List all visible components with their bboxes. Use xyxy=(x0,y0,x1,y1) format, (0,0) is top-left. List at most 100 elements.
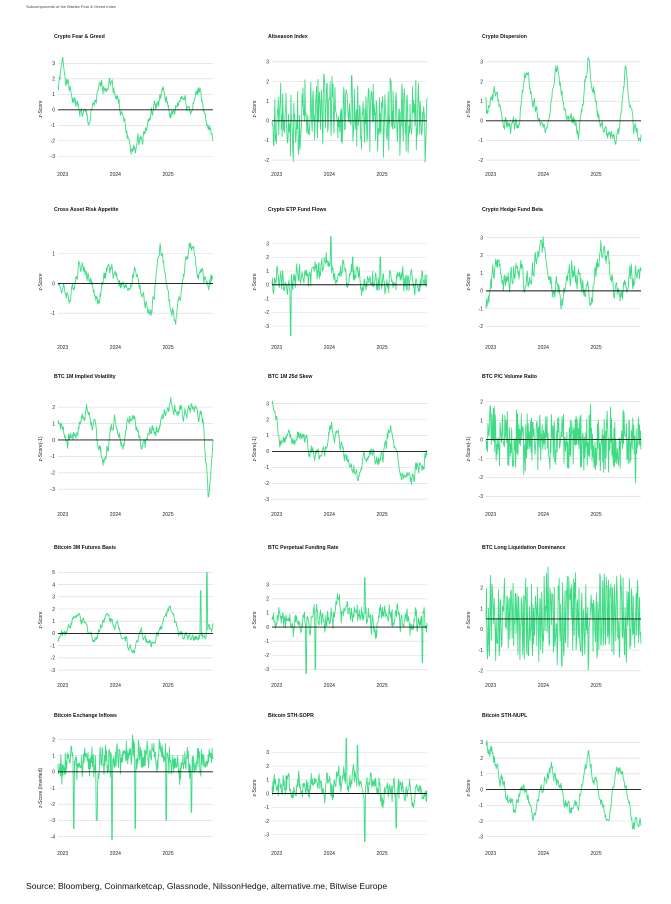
chart-btc-perpetual-funding-rate: BTC Perpetual Funding Rate -3 -2 -1 0 1 2 3 z-Sc… xyxy=(252,545,428,689)
y-axis-label: z-Score xyxy=(38,273,44,290)
y-tick-label: 3 xyxy=(266,750,269,756)
y-tick-label: -3 xyxy=(51,818,56,824)
chart-crypto-hedge-fund-beta: Crypto Hedge Fund Beta -2 -1 0 1 2 3 z-Score 202… xyxy=(466,207,642,351)
y-tick-label: 1 xyxy=(52,753,55,759)
series-line xyxy=(57,571,214,654)
x-tick-label: 2023 xyxy=(485,683,496,689)
y-tick-label: 2 xyxy=(266,597,269,603)
y-tick-label: -1 xyxy=(265,639,270,645)
y-tick-label: 1 xyxy=(480,271,483,277)
y-tick-label: 0 xyxy=(52,438,55,444)
y-axis-label: z-Score xyxy=(252,273,258,290)
series-line xyxy=(485,236,642,310)
chart-crypto-fear-greed: Crypto Fear & Greed -3 -2 -1 0 1 2 3 z-Score 2023… xyxy=(38,34,214,178)
y-tick-label: -1 xyxy=(265,465,270,471)
y-tick-label: 1 xyxy=(266,778,269,784)
chart-crypto-etp-fund-flows: Crypto ETP Fund Flows -3 -2 -1 0 1 2 3 z-Score 20… xyxy=(252,207,428,351)
y-tick-label: -1 xyxy=(265,296,270,302)
y-tick-label: 1 xyxy=(480,99,483,105)
chart-title: Bitcoin STH-NUPL xyxy=(482,713,528,719)
y-tick-label: 0 xyxy=(480,787,483,793)
x-tick-label: 2023 xyxy=(271,512,282,518)
y-tick-label: -2 xyxy=(51,471,56,477)
y-tick-label: 1 xyxy=(52,421,55,427)
x-tick-label: 2025 xyxy=(591,345,602,351)
y-tick-label: 3 xyxy=(266,241,269,247)
y-axis-label: z-Score(-1) xyxy=(252,436,258,461)
x-tick-label: 2025 xyxy=(377,512,388,518)
x-tick-label: 2024 xyxy=(538,512,549,518)
x-tick-label: 2025 xyxy=(591,512,602,518)
x-tick-label: 2024 xyxy=(324,851,335,857)
y-tick-label: -3 xyxy=(479,835,484,841)
y-tick-label: -2 xyxy=(51,139,56,145)
series-line xyxy=(485,740,642,830)
y-tick-label: -3 xyxy=(265,833,270,839)
x-tick-label: 2023 xyxy=(271,172,282,178)
x-tick-label: 2025 xyxy=(163,172,174,178)
chart-title: Bitcoin 3M Futures Basis xyxy=(54,545,116,551)
x-tick-label: 2025 xyxy=(591,172,602,178)
y-tick-label: -2 xyxy=(479,475,484,481)
x-tick-label: 2024 xyxy=(110,345,121,351)
x-tick-label: 2024 xyxy=(110,683,121,689)
y-tick-label: 1 xyxy=(480,606,483,612)
series-line xyxy=(57,734,214,841)
y-tick-label: 0 xyxy=(52,631,55,637)
x-tick-label: 2023 xyxy=(485,512,496,518)
y-tick-label: -2 xyxy=(479,324,484,330)
chart-title: BTC 1M Implied Volatility xyxy=(54,374,116,380)
x-tick-label: 2024 xyxy=(324,172,335,178)
y-axis-label: z-Score xyxy=(466,100,472,117)
x-tick-label: 2024 xyxy=(110,512,121,518)
y-axis-label: z-Score xyxy=(466,611,472,628)
y-tick-label: 0 xyxy=(266,119,269,125)
x-tick-label: 2023 xyxy=(271,345,282,351)
y-tick-label: -3 xyxy=(51,487,56,493)
y-tick-label: -3 xyxy=(51,154,56,160)
y-tick-label: 4 xyxy=(52,582,55,588)
y-tick-label: -1 xyxy=(51,454,56,460)
y-tick-label: 3 xyxy=(480,740,483,746)
x-tick-label: 2023 xyxy=(57,512,68,518)
y-axis-label: z-Score xyxy=(466,273,472,290)
y-tick-label: -1 xyxy=(51,786,56,792)
y-tick-label: -1 xyxy=(479,648,484,654)
y-tick-label: 0 xyxy=(266,625,269,631)
x-tick-label: 2023 xyxy=(485,345,496,351)
y-tick-label: 0 xyxy=(52,281,55,287)
y-tick-label: -3 xyxy=(265,324,270,330)
x-tick-label: 2024 xyxy=(538,172,549,178)
x-tick-label: 2024 xyxy=(324,512,335,518)
x-tick-label: 2025 xyxy=(377,172,388,178)
x-tick-label: 2023 xyxy=(271,683,282,689)
chart-title: Crypto Fear & Greed xyxy=(54,34,105,40)
y-axis-label: z-Score xyxy=(38,100,44,117)
chart-title: BTC Long Liquidation Dominance xyxy=(482,545,566,551)
y-axis-label: z-Score xyxy=(466,779,472,796)
y-tick-label: 1 xyxy=(52,619,55,625)
x-tick-label: 2023 xyxy=(57,683,68,689)
chart-title: Bitcoin Exchange Inflows xyxy=(54,713,117,719)
y-tick-label: 2 xyxy=(266,764,269,770)
series-line xyxy=(485,566,642,671)
y-axis-label: z-Score(-1) xyxy=(466,436,472,461)
y-tick-label: 3 xyxy=(480,235,483,241)
y-tick-label: -1 xyxy=(51,123,56,129)
y-tick-label: 1 xyxy=(266,99,269,105)
y-tick-label: 0 xyxy=(52,770,55,776)
y-tick-label: 2 xyxy=(480,586,483,592)
y-tick-label: 2 xyxy=(480,253,483,259)
y-tick-label: -1 xyxy=(479,306,484,312)
x-tick-label: 2023 xyxy=(57,345,68,351)
chart-bitcoin-sth-sopr: Bitcoin STH-SOPR -3 -2 -1 0 1 2 3 z-Score 2023 202… xyxy=(252,713,428,857)
x-tick-label: 2025 xyxy=(591,683,602,689)
y-axis-label: z-Score xyxy=(38,611,44,628)
y-tick-label: -2 xyxy=(265,481,270,487)
x-tick-label: 2024 xyxy=(110,172,121,178)
y-tick-label: -2 xyxy=(265,819,270,825)
y-tick-label: -3 xyxy=(51,668,56,674)
x-tick-label: 2023 xyxy=(57,172,68,178)
x-tick-label: 2024 xyxy=(324,683,335,689)
